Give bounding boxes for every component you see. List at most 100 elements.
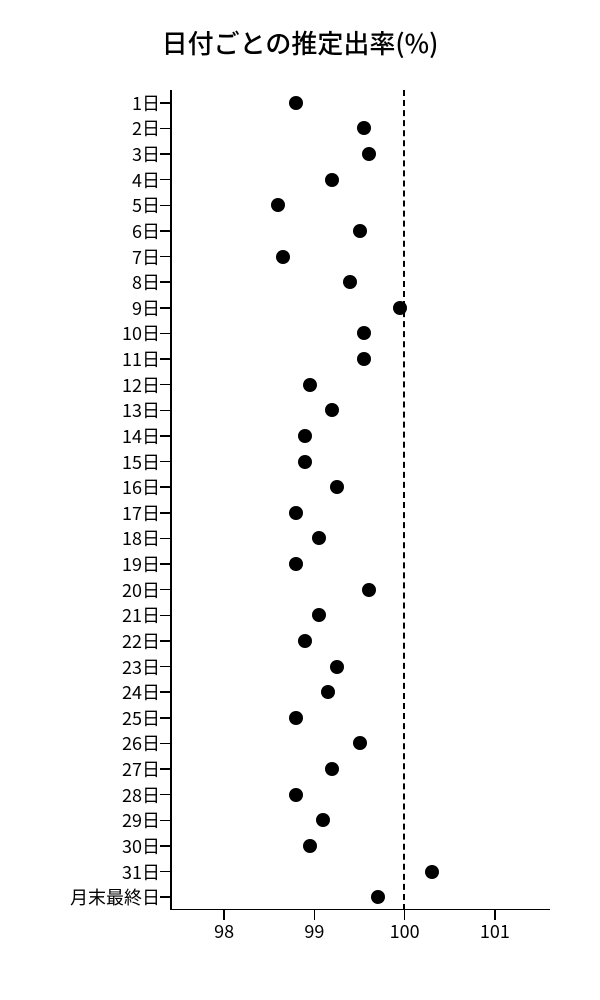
y-axis-label: 31日 <box>10 859 160 885</box>
data-point <box>362 147 376 161</box>
data-point <box>316 813 330 827</box>
data-point <box>289 788 303 802</box>
y-tick <box>160 333 170 335</box>
y-tick <box>160 128 170 130</box>
y-axis-label: 29日 <box>10 807 160 833</box>
y-tick <box>160 845 170 847</box>
data-point <box>298 429 312 443</box>
data-point <box>330 660 344 674</box>
y-tick <box>160 640 170 642</box>
data-point <box>371 890 385 904</box>
y-tick <box>160 743 170 745</box>
y-axis-label: 25日 <box>10 705 160 731</box>
y-tick <box>160 384 170 386</box>
y-axis-label: 12日 <box>10 372 160 398</box>
y-tick <box>160 358 170 360</box>
y-axis <box>170 90 172 910</box>
data-point <box>303 839 317 853</box>
data-point <box>357 326 371 340</box>
y-tick <box>160 435 170 437</box>
y-axis-label: 28日 <box>10 782 160 808</box>
data-point <box>362 583 376 597</box>
y-axis-label: 3日 <box>10 141 160 167</box>
y-axis-label: 1日 <box>10 90 160 116</box>
y-tick <box>160 410 170 412</box>
data-point <box>271 198 285 212</box>
y-axis-label: 15日 <box>10 449 160 475</box>
y-tick <box>160 896 170 898</box>
data-point <box>343 275 357 289</box>
y-axis-label: 14日 <box>10 423 160 449</box>
data-point <box>357 121 371 135</box>
y-axis-label: 6日 <box>10 218 160 244</box>
data-point <box>425 865 439 879</box>
x-axis-label: 100 <box>390 918 420 944</box>
x-axis-label: 99 <box>304 918 324 944</box>
y-tick <box>160 589 170 591</box>
data-point <box>289 557 303 571</box>
y-axis-label: 20日 <box>10 577 160 603</box>
y-axis-label: 月末最終日 <box>10 884 160 910</box>
y-tick <box>160 461 170 463</box>
y-axis-label: 27日 <box>10 756 160 782</box>
y-axis-label: 16日 <box>10 474 160 500</box>
y-tick <box>160 281 170 283</box>
data-point <box>330 480 344 494</box>
x-axis <box>170 909 550 911</box>
y-tick <box>160 538 170 540</box>
x-axis-label: 101 <box>480 918 510 944</box>
y-axis-label: 10日 <box>10 320 160 346</box>
y-axis-label: 5日 <box>10 192 160 218</box>
y-tick <box>160 102 170 104</box>
y-tick <box>160 768 170 770</box>
y-tick <box>160 512 170 514</box>
y-tick <box>160 256 170 258</box>
y-tick <box>160 794 170 796</box>
data-point <box>289 711 303 725</box>
data-point <box>325 403 339 417</box>
data-point <box>276 250 290 264</box>
data-point <box>298 634 312 648</box>
y-tick <box>160 820 170 822</box>
data-point <box>298 455 312 469</box>
y-axis-label: 11日 <box>10 346 160 372</box>
y-tick <box>160 666 170 668</box>
y-tick <box>160 486 170 488</box>
y-axis-label: 21日 <box>10 602 160 628</box>
data-point <box>312 608 326 622</box>
data-point <box>357 352 371 366</box>
y-tick <box>160 230 170 232</box>
data-point <box>312 531 326 545</box>
y-tick <box>160 871 170 873</box>
plot-area: 1日2日3日4日5日6日7日8日9日10日11日12日13日14日15日16日1… <box>170 90 540 910</box>
y-axis-label: 4日 <box>10 167 160 193</box>
y-axis-label: 24日 <box>10 679 160 705</box>
y-axis-label: 17日 <box>10 500 160 526</box>
x-axis-label: 98 <box>214 918 234 944</box>
reference-line <box>403 90 405 910</box>
y-axis-label: 2日 <box>10 115 160 141</box>
data-point <box>303 378 317 392</box>
y-tick <box>160 615 170 617</box>
data-point <box>321 685 335 699</box>
data-point <box>353 736 367 750</box>
y-tick <box>160 307 170 309</box>
data-point <box>289 96 303 110</box>
data-point <box>393 301 407 315</box>
y-axis-label: 8日 <box>10 269 160 295</box>
y-tick <box>160 179 170 181</box>
chart-title: 日付ごとの推定出率(%) <box>0 24 600 61</box>
y-axis-label: 13日 <box>10 397 160 423</box>
data-point <box>325 762 339 776</box>
data-point <box>353 224 367 238</box>
y-axis-label: 22日 <box>10 628 160 654</box>
y-tick <box>160 717 170 719</box>
data-point <box>325 173 339 187</box>
y-axis-label: 23日 <box>10 654 160 680</box>
y-axis-label: 19日 <box>10 551 160 577</box>
y-axis-label: 7日 <box>10 244 160 270</box>
y-tick <box>160 205 170 207</box>
y-axis-label: 30日 <box>10 833 160 859</box>
y-axis-label: 9日 <box>10 295 160 321</box>
y-axis-label: 18日 <box>10 525 160 551</box>
